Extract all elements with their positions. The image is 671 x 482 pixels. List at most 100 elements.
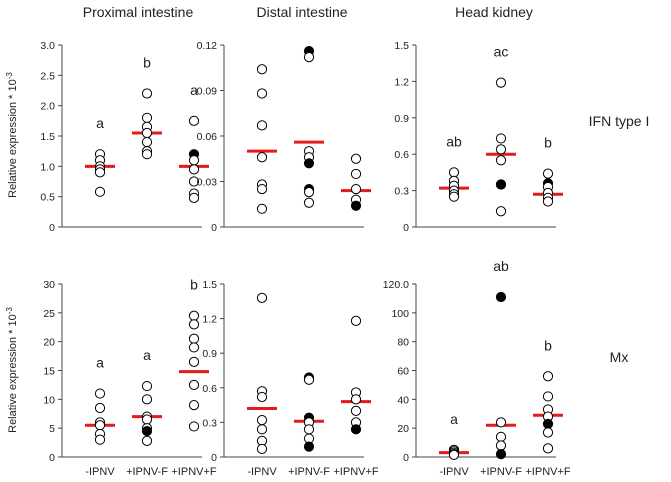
data-point-open	[94, 434, 106, 445]
y-tick-label: 2.5	[40, 70, 55, 82]
y-axis-label-exponent: -3	[5, 307, 14, 315]
data-point-filled	[350, 200, 362, 211]
panel-3: 0 0.3 0.6 0.9 1.2 1.5 ab ac b	[394, 40, 563, 234]
data-point-open	[256, 424, 268, 435]
column-title-proximal: Proximal intestine	[83, 4, 194, 20]
data-point-open	[350, 168, 362, 180]
data-point-open	[256, 203, 268, 214]
data-point-open	[350, 315, 362, 327]
y-tick-label: 0	[211, 222, 217, 234]
data-point-open	[188, 342, 200, 353]
y-tick-label: 60	[397, 366, 409, 378]
data-point-filled	[303, 441, 315, 452]
data-point-open	[188, 176, 200, 187]
x-category-label: +IPNV+F	[525, 466, 571, 478]
data-point-filled	[141, 425, 153, 437]
y-tick-label: 80	[397, 337, 409, 349]
data-point-open	[256, 120, 268, 131]
data-point-filled	[542, 418, 554, 429]
y-tick-label: 20	[397, 423, 409, 435]
y-tick-label: 0.03	[197, 177, 218, 189]
data-point-filled	[303, 158, 315, 169]
data-point-open	[188, 333, 200, 344]
significance-letter: a	[143, 347, 151, 363]
data-point-filled	[350, 424, 362, 435]
y-tick-label: 20	[43, 337, 55, 349]
y-tick-label: 0.5	[40, 192, 55, 204]
column-title-distal: Distal intestine	[256, 4, 347, 20]
data-point-open	[448, 191, 460, 202]
y-tick-label: 1.5	[40, 131, 55, 143]
x-category-label: -IPNV	[85, 466, 115, 478]
data-point-open	[188, 400, 200, 411]
data-point-open	[350, 183, 362, 195]
data-point-open	[141, 435, 153, 446]
data-point-open	[94, 402, 106, 414]
y-tick-label: 0.6	[202, 383, 217, 395]
x-category-label: -IPNV	[247, 466, 277, 478]
data-point-open	[141, 112, 153, 123]
data-point-open	[256, 152, 268, 163]
data-point-open	[303, 52, 315, 63]
y-tick-label: 0.3	[202, 417, 217, 429]
y-tick-label: 2.0	[40, 101, 55, 113]
data-point-open	[350, 405, 362, 416]
data-point-open	[495, 206, 507, 217]
y-tick-label: 0	[49, 452, 55, 464]
data-point-open	[542, 427, 554, 438]
data-point-open	[188, 356, 200, 367]
y-tick-label: 0.09	[197, 86, 218, 98]
y-tick-label: 1.0	[40, 161, 55, 173]
data-point-open	[188, 164, 200, 175]
significance-letter: ab	[493, 258, 509, 274]
y-tick-label: 30	[43, 279, 55, 291]
data-point-open	[495, 440, 507, 451]
y-tick-label: 10	[43, 394, 55, 406]
data-point-open	[188, 379, 200, 391]
data-point-open	[542, 391, 554, 402]
data-point-filled	[495, 291, 507, 303]
data-point-open	[256, 292, 268, 303]
data-point-open	[350, 394, 362, 405]
data-point-open	[256, 183, 268, 195]
row-label-ifn: IFN type I	[589, 113, 650, 129]
y-tick-label: 5	[49, 423, 55, 435]
data-point-open	[495, 144, 507, 155]
data-point-open	[495, 155, 507, 166]
data-point-open	[542, 443, 554, 454]
y-tick-label: 25	[43, 308, 55, 320]
data-point-open	[188, 421, 200, 432]
data-point-open	[141, 394, 153, 405]
row-label-mx: Mx	[610, 349, 629, 365]
y-tick-label: 120.0	[383, 279, 409, 291]
y-axis-label-text: Relative expression * 10	[7, 314, 19, 433]
data-point-open	[495, 417, 507, 428]
data-point-open	[350, 153, 362, 164]
y-tick-label: 0	[49, 222, 55, 234]
data-point-open	[495, 431, 507, 442]
data-point-open	[94, 420, 106, 431]
y-axis-label-text: Relative expression * 10	[7, 79, 19, 198]
significance-letter: b	[143, 55, 151, 71]
y-axis-label-mx: Relative expression * 10-3	[5, 307, 19, 433]
y-tick-label: 0.6	[394, 149, 409, 161]
data-point-open	[94, 167, 106, 178]
panel-5: 0 0.3 0.6 0.9 1.2 1.5	[202, 279, 371, 464]
data-point-open	[256, 88, 268, 99]
y-tick-label: 1.2	[394, 76, 409, 88]
panel-6: 0 20 40 60 80 100 120.0 a ab b	[383, 258, 563, 464]
data-point-open	[141, 127, 153, 139]
significance-letter: b	[190, 277, 198, 293]
y-axis-label-ifn: Relative expression * 10-3	[5, 72, 19, 198]
data-point-open	[495, 77, 507, 88]
y-tick-label: 0.3	[394, 186, 409, 198]
data-point-open	[141, 380, 153, 392]
data-point-open	[188, 310, 200, 321]
data-point-open	[448, 167, 460, 178]
data-point-open	[256, 391, 268, 403]
y-tick-label: 0	[211, 452, 217, 464]
x-category-label: +IPNV-F	[480, 466, 522, 478]
data-point-open	[303, 424, 315, 435]
y-axis-label-exponent: -3	[5, 72, 14, 80]
y-tick-label: 100	[391, 308, 409, 320]
